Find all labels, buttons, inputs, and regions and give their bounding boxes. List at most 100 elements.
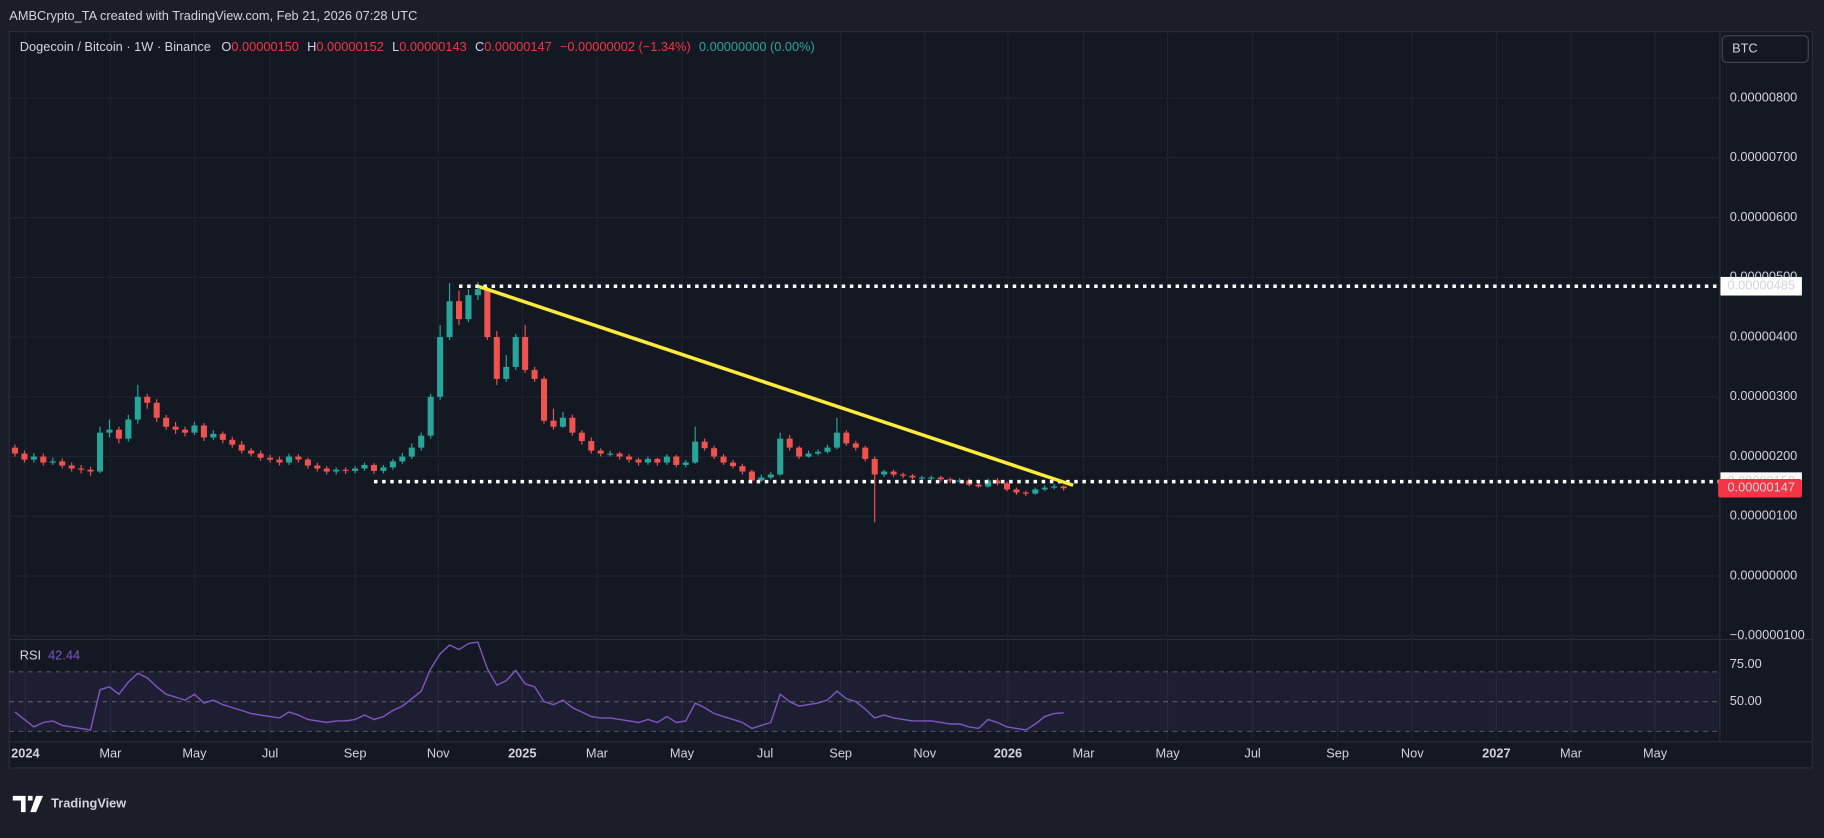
candle-body	[852, 443, 859, 448]
volume: 0.00000000 (0.00%)	[699, 39, 815, 54]
candle-body	[276, 459, 283, 463]
candle-body	[96, 432, 104, 472]
y-tick-label: 0.00000400	[1730, 328, 1798, 343]
candle-body	[937, 477, 944, 480]
x-tick-label: Sep	[344, 745, 367, 760]
rsi-name: RSI	[20, 648, 41, 663]
level-label: 0.00000485	[1727, 278, 1795, 293]
candle-body	[408, 447, 415, 457]
x-tick-label: Jul	[262, 745, 278, 760]
currency-button[interactable]	[1721, 35, 1809, 64]
candle-body	[635, 459, 642, 463]
candle-body	[796, 447, 803, 457]
candle-body	[503, 366, 510, 379]
level-label-box	[1720, 276, 1802, 296]
candle-body	[947, 479, 954, 481]
x-tick-label: May	[1155, 745, 1180, 760]
candle-body	[597, 450, 604, 454]
candle-body	[115, 429, 122, 439]
x-tick-label: Mar	[1560, 745, 1583, 760]
candle-body	[304, 459, 311, 466]
candle-body	[134, 396, 141, 420]
candle-body	[616, 453, 623, 457]
candle-body	[172, 426, 179, 430]
y-tick-label: 0.00000800	[1730, 89, 1798, 104]
candle-body	[994, 480, 1001, 484]
candle-body	[626, 456, 633, 460]
ohlc-value: 0.00000152	[316, 39, 384, 54]
x-tick-label: Sep	[1326, 745, 1349, 760]
candle-body	[1060, 486, 1067, 489]
x-tick-label: Jul	[1244, 745, 1260, 760]
candle-body	[644, 458, 651, 463]
candle-body	[191, 425, 198, 433]
candle-body	[200, 425, 207, 438]
plot	[11, 282, 1720, 731]
rsi-tick-label: 75.00	[1730, 656, 1762, 671]
candle-body	[701, 441, 708, 449]
candle-body	[11, 447, 18, 454]
candle-body	[484, 289, 491, 338]
x-tick-label: 2024	[11, 745, 40, 760]
candle-body	[729, 462, 737, 467]
x-tick-label: Nov	[1401, 745, 1424, 760]
candle-body	[314, 465, 321, 469]
candle-body	[106, 429, 113, 433]
candle-body	[257, 453, 264, 458]
candle-body	[720, 456, 727, 463]
candle-body	[654, 458, 661, 463]
rsi-value: 42.44	[48, 648, 80, 663]
ohlc-value: 0.00000150	[231, 39, 299, 54]
y-tick-label: 0.00000200	[1730, 448, 1798, 463]
candle-body	[30, 456, 37, 460]
candle-body	[182, 429, 189, 433]
ohlc-label: L	[392, 39, 399, 54]
candle-body	[163, 417, 170, 427]
candle-body	[805, 453, 812, 457]
candle-body	[295, 456, 302, 460]
candle-body	[569, 417, 576, 433]
last-price-box	[1718, 478, 1802, 498]
rsi-line	[14, 641, 1064, 731]
candle-body	[474, 289, 481, 296]
candle-body	[1003, 483, 1010, 490]
candle-body	[21, 453, 28, 460]
candle-body	[49, 461, 56, 463]
x-tick-label: May	[182, 745, 207, 760]
candle-body	[78, 468, 85, 470]
currency-label[interactable]: BTC	[1732, 40, 1758, 55]
attribution: AMBCrypto_TA created with TradingView.co…	[9, 8, 417, 23]
candle-body	[389, 461, 396, 468]
candle-body	[786, 438, 793, 448]
chart-panel	[8, 31, 1813, 769]
x-tick-label: 2027	[1482, 745, 1510, 760]
candle-body	[455, 301, 463, 320]
candle-body	[692, 441, 699, 463]
symbol-title: Dogecoin / Bitcoin · 1W · Binance	[20, 39, 211, 54]
candle-body	[531, 369, 538, 379]
candle-body	[59, 461, 66, 466]
candle-body	[380, 467, 387, 471]
candle-body	[588, 441, 595, 451]
change: −0.00000002 (−1.34%)	[560, 39, 691, 54]
candle-body	[767, 474, 774, 478]
legend: Dogecoin / Bitcoin · 1W · Binance O0.000…	[20, 39, 815, 54]
candle-body	[578, 432, 585, 442]
candle-body	[663, 456, 670, 463]
candle-body	[87, 469, 94, 472]
candle-body	[881, 471, 888, 475]
candle-body	[559, 417, 566, 427]
candle-body	[777, 438, 784, 475]
candle-body	[928, 477, 935, 479]
candle-body	[739, 466, 746, 472]
candle-body	[342, 469, 349, 471]
candle-body	[418, 435, 425, 448]
candle-body	[682, 462, 689, 465]
ohlc-value: 0.00000143	[399, 39, 467, 54]
y-tick-label: −0.00000100	[1730, 627, 1805, 642]
candle-body	[900, 474, 907, 476]
x-tick-label: 2026	[994, 745, 1022, 760]
candle-body	[814, 451, 822, 454]
